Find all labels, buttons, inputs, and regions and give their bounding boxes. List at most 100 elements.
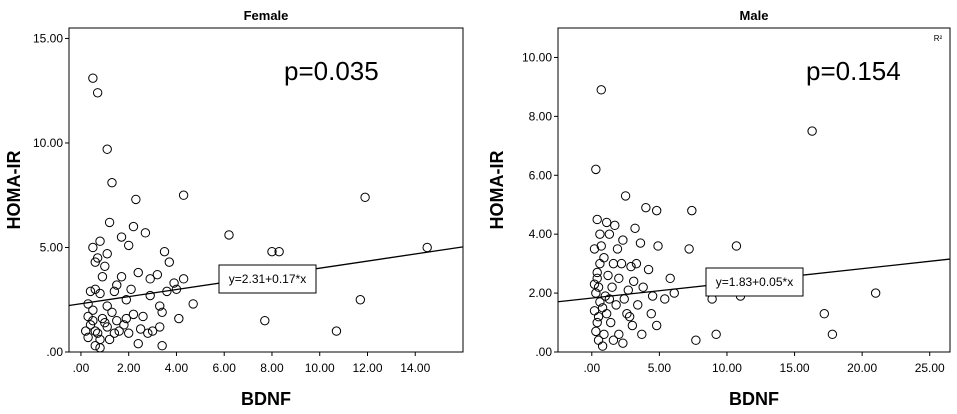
data-point <box>90 341 100 351</box>
data-point <box>95 343 105 353</box>
p-value-annotation: p=0.154 <box>806 56 901 86</box>
data-point <box>604 229 615 239</box>
y-tick-label: 8.00 <box>529 109 553 123</box>
data-point <box>591 326 601 337</box>
y-tick-label: .00 <box>46 345 63 359</box>
data-point <box>360 192 370 203</box>
fit-label-box <box>705 267 804 297</box>
x-tick-label: 8.00 <box>260 361 284 375</box>
data-point <box>92 88 103 98</box>
data-point <box>143 328 153 338</box>
data-point <box>90 326 100 336</box>
plot-frame <box>557 27 951 353</box>
x-tick-label: 5.00 <box>648 361 672 375</box>
x-tick-label: 20.00 <box>847 361 877 375</box>
data-point <box>620 191 631 201</box>
data-point <box>133 267 143 278</box>
data-point <box>331 326 342 336</box>
data-point <box>188 299 198 309</box>
data-point <box>159 246 170 257</box>
data-point <box>128 309 139 320</box>
data-point <box>616 258 627 269</box>
y-tick-label: 4.00 <box>529 227 553 241</box>
data-point <box>131 194 141 205</box>
data-point <box>88 315 98 326</box>
data-point <box>601 217 612 228</box>
chart-title: Female <box>244 8 289 23</box>
data-point <box>651 320 662 331</box>
data-point <box>660 294 670 304</box>
data-point <box>102 144 112 154</box>
data-point <box>641 202 651 213</box>
data-point <box>595 229 605 239</box>
data-point <box>112 280 122 290</box>
data-point <box>104 217 115 228</box>
data-point <box>104 334 115 345</box>
y-tick-label: 5.00 <box>40 240 64 254</box>
data-point <box>164 257 174 267</box>
x-tick-label: .00 <box>583 361 600 375</box>
data-point <box>83 299 93 309</box>
chart-title: Male <box>740 8 769 23</box>
y-tick-label: 10.00 <box>522 50 552 64</box>
data-point <box>807 126 817 136</box>
data-point <box>622 309 632 319</box>
data-point <box>145 290 155 301</box>
data-point <box>628 276 639 287</box>
x-tick-label: 15.00 <box>780 361 810 375</box>
data-point <box>619 294 629 304</box>
data-point <box>592 214 602 225</box>
data-point <box>140 228 151 238</box>
x-tick-label: 14.00 <box>400 361 430 375</box>
x-tick-label: 10.00 <box>305 361 335 375</box>
x-tick-label: 12.00 <box>352 361 382 375</box>
data-point <box>174 313 184 324</box>
data-point <box>267 246 277 257</box>
fit-equation: y=2.31+0.17*x <box>229 272 306 286</box>
data-point <box>626 261 636 272</box>
data-point <box>97 272 108 282</box>
fit-equation: y=1.83+0.05*x <box>716 275 793 289</box>
data-point <box>630 223 640 233</box>
data-point <box>731 241 742 251</box>
data-point <box>88 73 98 83</box>
data-point <box>604 294 615 304</box>
x-tick-label: 2.00 <box>117 361 141 375</box>
data-point <box>614 273 624 284</box>
data-point <box>128 221 139 232</box>
data-point <box>610 220 620 231</box>
plot-frame <box>68 27 464 353</box>
data-point <box>653 241 663 251</box>
data-point <box>133 338 143 349</box>
data-point <box>152 269 163 280</box>
data-point <box>596 85 606 95</box>
data-point <box>260 315 270 326</box>
data-point <box>592 317 602 328</box>
data-point <box>618 235 628 245</box>
data-point <box>169 278 179 288</box>
data-point <box>107 307 117 317</box>
data-point <box>603 270 613 281</box>
x-tick-label: 25.00 <box>915 361 945 375</box>
y-tick-label: 10.00 <box>33 136 63 150</box>
data-point <box>631 258 642 269</box>
data-point <box>633 300 643 310</box>
y-tick-label: 6.00 <box>529 168 553 182</box>
data-point <box>162 286 172 297</box>
data-point <box>618 338 628 348</box>
data-point <box>623 285 633 295</box>
x-tick-label: .00 <box>73 361 90 375</box>
data-point <box>123 328 134 338</box>
x-tick-label: 6.00 <box>213 361 237 375</box>
y-tick-label: 2.00 <box>529 286 553 300</box>
data-point <box>607 282 617 292</box>
data-point <box>643 264 654 275</box>
data-point <box>116 232 127 242</box>
data-point <box>646 309 656 319</box>
data-point <box>355 295 366 305</box>
data-point <box>100 318 110 328</box>
data-point <box>155 322 165 332</box>
y-tick-label: 15.00 <box>33 31 63 45</box>
x-tick-label: 10.00 <box>712 361 742 375</box>
